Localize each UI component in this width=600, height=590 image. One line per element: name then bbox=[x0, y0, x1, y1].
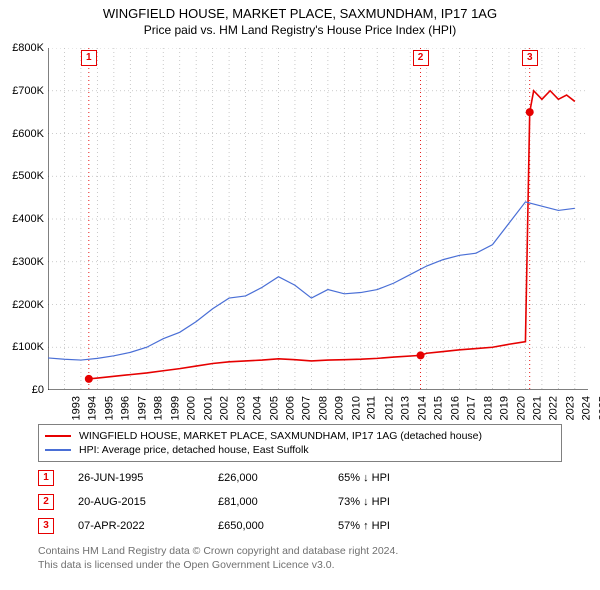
sale-price: £26,000 bbox=[218, 472, 338, 484]
sale-date: 20-AUG-2015 bbox=[78, 496, 218, 508]
chart-title: WINGFIELD HOUSE, MARKET PLACE, SAXMUNDHA… bbox=[0, 0, 600, 21]
legend-swatch-icon bbox=[45, 449, 71, 450]
x-tick-label: 1995 bbox=[103, 396, 115, 420]
chart-plot-area bbox=[48, 48, 588, 390]
legend-item: HPI: Average price, detached house, East… bbox=[45, 443, 555, 457]
y-tick-label: £800K bbox=[4, 42, 44, 54]
x-tick-label: 2001 bbox=[202, 396, 214, 420]
sale-marker-icon: 3 bbox=[38, 518, 54, 534]
x-tick-label: 2011 bbox=[366, 396, 378, 420]
event-marker-icon: 1 bbox=[81, 50, 97, 66]
x-tick-label: 2013 bbox=[400, 396, 412, 420]
x-tick-label: 1993 bbox=[70, 396, 82, 420]
sale-price: £650,000 bbox=[218, 520, 338, 532]
chart-subtitle: Price paid vs. HM Land Registry's House … bbox=[0, 21, 600, 37]
table-row: 3 07-APR-2022 £650,000 57% ↑ HPI bbox=[38, 514, 562, 538]
footer-attribution: Contains HM Land Registry data © Crown c… bbox=[38, 544, 398, 572]
x-tick-label: 2022 bbox=[548, 396, 560, 420]
x-tick-label: 1998 bbox=[153, 396, 165, 420]
footer-line: This data is licensed under the Open Gov… bbox=[38, 558, 398, 572]
x-tick-label: 2000 bbox=[186, 396, 198, 420]
y-tick-label: £100K bbox=[4, 341, 44, 353]
x-tick-label: 1996 bbox=[120, 396, 132, 420]
x-tick-label: 2009 bbox=[334, 396, 346, 420]
x-tick-label: 2002 bbox=[219, 396, 231, 420]
y-tick-label: £300K bbox=[4, 256, 44, 268]
sale-date: 26-JUN-1995 bbox=[78, 472, 218, 484]
x-tick-label: 2018 bbox=[482, 396, 494, 420]
x-tick-label: 2010 bbox=[350, 396, 362, 420]
table-row: 1 26-JUN-1995 £26,000 65% ↓ HPI bbox=[38, 466, 562, 490]
x-tick-label: 2019 bbox=[499, 396, 511, 420]
x-tick-label: 2008 bbox=[317, 396, 329, 420]
y-tick-label: £400K bbox=[4, 213, 44, 225]
chart-svg bbox=[48, 48, 588, 390]
table-row: 2 20-AUG-2015 £81,000 73% ↓ HPI bbox=[38, 490, 562, 514]
x-tick-label: 2016 bbox=[449, 396, 461, 420]
sale-hpi-diff: 65% ↓ HPI bbox=[338, 472, 458, 484]
legend-label: WINGFIELD HOUSE, MARKET PLACE, SAXMUNDHA… bbox=[79, 430, 482, 442]
x-tick-label: 2005 bbox=[268, 396, 280, 420]
x-tick-label: 2003 bbox=[235, 396, 247, 420]
x-tick-label: 2012 bbox=[383, 396, 395, 420]
x-tick-label: 2017 bbox=[466, 396, 478, 420]
x-tick-label: 2021 bbox=[531, 396, 543, 420]
event-marker-icon: 2 bbox=[413, 50, 429, 66]
sale-price: £81,000 bbox=[218, 496, 338, 508]
x-tick-label: 1999 bbox=[169, 396, 181, 420]
y-tick-label: £500K bbox=[4, 170, 44, 182]
x-tick-label: 2014 bbox=[416, 396, 428, 420]
sales-table: 1 26-JUN-1995 £26,000 65% ↓ HPI 2 20-AUG… bbox=[38, 466, 562, 538]
y-tick-label: £200K bbox=[4, 299, 44, 311]
legend-item: WINGFIELD HOUSE, MARKET PLACE, SAXMUNDHA… bbox=[45, 429, 555, 443]
x-tick-label: 2015 bbox=[433, 396, 445, 420]
x-tick-label: 2023 bbox=[564, 396, 576, 420]
sale-hpi-diff: 57% ↑ HPI bbox=[338, 520, 458, 532]
sale-date: 07-APR-2022 bbox=[78, 520, 218, 532]
x-tick-label: 1997 bbox=[136, 396, 148, 420]
x-tick-label: 2006 bbox=[285, 396, 297, 420]
legend-box: WINGFIELD HOUSE, MARKET PLACE, SAXMUNDHA… bbox=[38, 424, 562, 462]
legend-swatch-icon bbox=[45, 435, 71, 437]
x-tick-label: 1994 bbox=[87, 396, 99, 420]
sale-marker-icon: 2 bbox=[38, 494, 54, 510]
legend-label: HPI: Average price, detached house, East… bbox=[79, 444, 309, 456]
x-tick-label: 2020 bbox=[515, 396, 527, 420]
y-tick-label: £600K bbox=[4, 128, 44, 140]
sale-hpi-diff: 73% ↓ HPI bbox=[338, 496, 458, 508]
chart-container: WINGFIELD HOUSE, MARKET PLACE, SAXMUNDHA… bbox=[0, 0, 600, 590]
y-tick-label: £0 bbox=[4, 384, 44, 396]
footer-line: Contains HM Land Registry data © Crown c… bbox=[38, 544, 398, 558]
sale-marker-icon: 1 bbox=[38, 470, 54, 486]
x-tick-label: 2004 bbox=[252, 396, 264, 420]
y-tick-label: £700K bbox=[4, 85, 44, 97]
x-tick-label: 2007 bbox=[301, 396, 313, 420]
x-tick-label: 2024 bbox=[581, 396, 593, 420]
event-marker-icon: 3 bbox=[522, 50, 538, 66]
